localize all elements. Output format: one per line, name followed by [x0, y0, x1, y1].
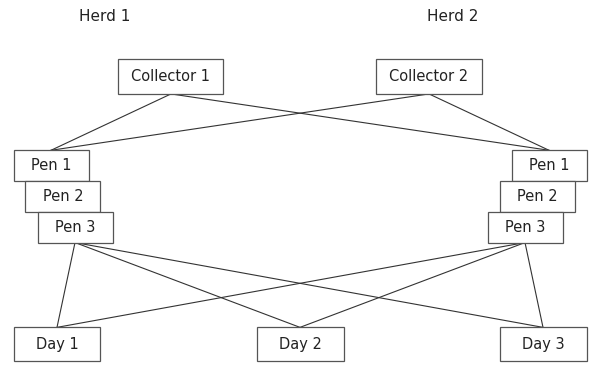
Text: Collector 1: Collector 1: [131, 69, 211, 84]
FancyBboxPatch shape: [487, 212, 563, 243]
FancyBboxPatch shape: [257, 327, 343, 361]
Text: Pen 1: Pen 1: [31, 158, 71, 173]
FancyBboxPatch shape: [499, 181, 575, 212]
Text: Pen 3: Pen 3: [505, 220, 545, 235]
Text: Day 2: Day 2: [278, 337, 322, 352]
Text: Herd 1: Herd 1: [79, 9, 131, 24]
FancyBboxPatch shape: [377, 58, 482, 94]
FancyBboxPatch shape: [14, 327, 100, 361]
FancyBboxPatch shape: [14, 150, 89, 181]
Text: Pen 1: Pen 1: [529, 158, 569, 173]
FancyBboxPatch shape: [118, 58, 223, 94]
Text: Pen 3: Pen 3: [55, 220, 95, 235]
Text: Pen 2: Pen 2: [43, 189, 83, 204]
Text: Day 3: Day 3: [521, 337, 565, 352]
FancyBboxPatch shape: [511, 150, 587, 181]
Text: Day 1: Day 1: [35, 337, 79, 352]
Text: Herd 2: Herd 2: [427, 9, 479, 24]
Text: Pen 2: Pen 2: [517, 189, 557, 204]
Text: Collector 2: Collector 2: [389, 69, 469, 84]
FancyBboxPatch shape: [499, 327, 587, 361]
FancyBboxPatch shape: [25, 181, 100, 212]
FancyBboxPatch shape: [37, 212, 113, 243]
